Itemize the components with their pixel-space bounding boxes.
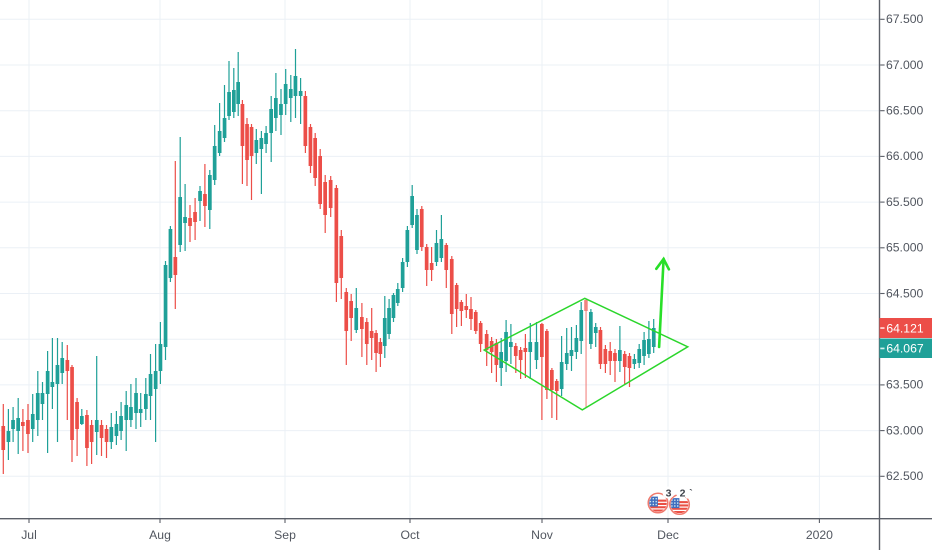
svg-text:Jul: Jul [21,528,37,542]
svg-text:67.500: 67.500 [886,12,923,26]
svg-text:Oct: Oct [401,528,421,542]
svg-text:2: 2 [680,488,686,500]
svg-text:64.121: 64.121 [886,321,923,335]
svg-text:63.500: 63.500 [886,378,923,392]
svg-text:63.000: 63.000 [886,423,923,437]
svg-text:Sep: Sep [274,528,296,542]
svg-text:67.000: 67.000 [886,58,923,72]
svg-text:65.500: 65.500 [886,195,923,209]
svg-text:Aug: Aug [149,528,171,542]
svg-text:64.067: 64.067 [886,342,923,356]
svg-text:Nov: Nov [531,528,554,542]
svg-text:Dec: Dec [657,528,679,542]
svg-text:`: ` [689,488,693,500]
svg-text:66.500: 66.500 [886,104,923,118]
svg-text:3: 3 [666,488,672,500]
svg-text:62.500: 62.500 [886,469,923,483]
svg-text:65.000: 65.000 [886,241,923,255]
svg-text:64.500: 64.500 [886,286,923,300]
svg-text:66.000: 66.000 [886,149,923,163]
svg-text:2020: 2020 [806,528,833,542]
